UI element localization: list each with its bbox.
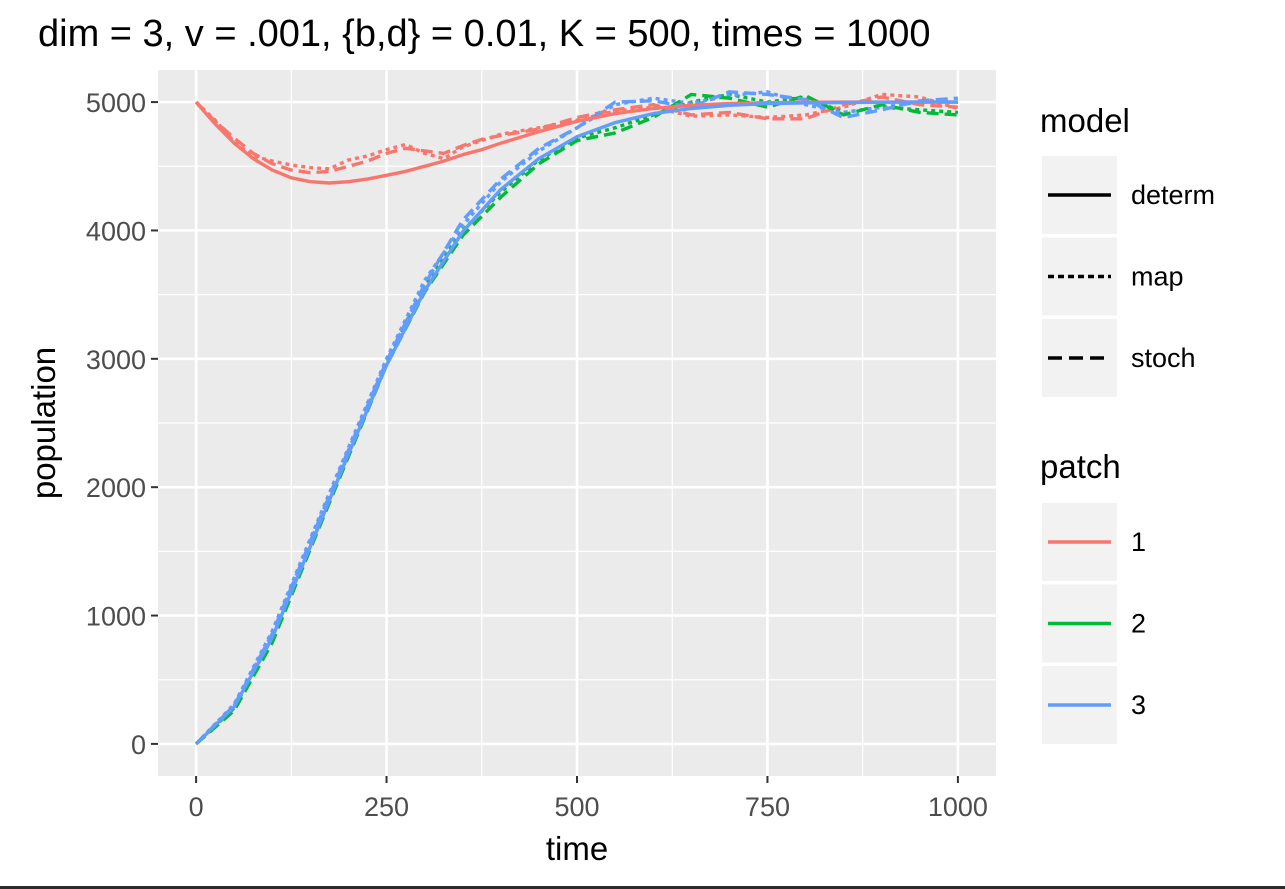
legend-title: patch [1040, 448, 1121, 485]
x-tick-label: 250 [364, 792, 409, 822]
x-axis-title: time [546, 830, 608, 867]
series-line-patch3-determ [194, 100, 958, 746]
series-line-patch3-stoch [194, 90, 959, 746]
legend-label: map [1131, 262, 1184, 292]
legend-label: 2 [1131, 609, 1146, 639]
y-tick-label: 0 [131, 730, 146, 760]
legend-label: 3 [1131, 690, 1146, 720]
y-tick-label: 5000 [86, 88, 146, 118]
y-axis-title: population [25, 347, 62, 499]
series-lines [194, 90, 959, 746]
legend-title: model [1040, 102, 1130, 139]
legend-model: model determ map stoch [1040, 102, 1215, 397]
x-tick-label: 500 [554, 792, 599, 822]
x-tick-label: 1000 [928, 792, 988, 822]
y-tick-label: 4000 [86, 216, 146, 246]
chart-title: dim = 3, v = .001, {b,d} = 0.01, K = 500… [38, 13, 931, 55]
legend-label: 1 [1131, 527, 1146, 557]
legend-label: determ [1131, 180, 1215, 210]
series-line-patch1-stoch [194, 95, 959, 175]
legend-label: stoch [1131, 343, 1196, 373]
y-tick-label: 3000 [86, 345, 146, 375]
y-tick-label: 1000 [86, 602, 146, 632]
x-axis: 0 250 500 750 1000 [189, 776, 988, 822]
bottom-border [0, 886, 1285, 889]
y-axis: 0 1000 2000 3000 4000 5000 [86, 88, 158, 760]
x-tick-label: 750 [745, 792, 790, 822]
x-tick-label: 0 [189, 792, 204, 822]
y-tick-label: 2000 [86, 473, 146, 503]
legend-patch: patch 1 2 3 [1040, 448, 1146, 744]
